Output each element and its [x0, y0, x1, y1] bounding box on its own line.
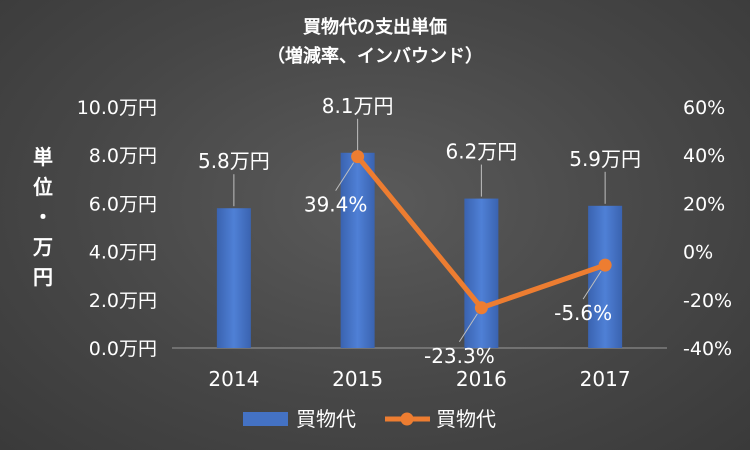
- bar: [340, 152, 375, 348]
- legend-bar-swatch: [243, 412, 288, 426]
- chart-subtitle: （増減率、インバウンド）: [267, 45, 483, 67]
- legend: 買物代 買物代: [243, 407, 496, 431]
- line-point: [598, 258, 612, 272]
- legend-line-label: 買物代: [436, 407, 496, 431]
- left-axis-tick-label: 6.0万円: [89, 193, 157, 215]
- left-axis-tick-label: 4.0万円: [89, 242, 157, 264]
- line-data-label: -5.6%: [554, 301, 612, 325]
- right-axis-tick-label: 0%: [683, 242, 713, 264]
- left-axis-tick-label: 10.0万円: [77, 97, 157, 119]
- left-axis-tick-label: 0.0万円: [89, 338, 157, 360]
- line-point: [474, 301, 488, 315]
- bar: [588, 205, 623, 348]
- y-axis-label-char: ・: [33, 205, 53, 229]
- y-axis-label-char: 円: [33, 265, 53, 289]
- line-data-label: 39.4%: [304, 193, 368, 217]
- y-axis-label: 単位・万円: [32, 145, 53, 289]
- bar: [216, 208, 251, 348]
- x-axis-tick-label: 2015: [332, 367, 383, 391]
- right-axis-tick-label: -20%: [683, 290, 732, 312]
- x-axis-tick-label: 2016: [456, 367, 507, 391]
- right-axis-tick-label: 20%: [683, 193, 725, 215]
- bar-data-label: 5.8万円: [198, 149, 270, 173]
- right-axis-tick-label: 40%: [683, 145, 725, 167]
- legend-bar-label: 買物代: [296, 407, 356, 431]
- bar-data-label: 6.2万円: [445, 140, 517, 164]
- left-axis-tick-label: 8.0万円: [89, 145, 157, 167]
- y-axis-label-char: 万: [32, 235, 53, 259]
- right-axis-tick-label: 60%: [683, 97, 725, 119]
- y-axis-label-char: 位: [33, 175, 53, 199]
- chart-title: 買物代の支出単価: [303, 16, 447, 38]
- bar: [464, 198, 499, 348]
- legend-line-marker: [400, 412, 414, 426]
- plot-area: 0.0万円 2.0万円 4.0万円 6.0万円 8.0万円 10.0万円 -40% -20% 0…: [77, 94, 732, 391]
- left-axis-tick-label: 2.0万円: [89, 290, 157, 312]
- line-label-leader: [582, 270, 602, 300]
- bar-data-label: 8.1万円: [322, 94, 394, 118]
- x-axis-tick-label: 2017: [580, 367, 631, 391]
- line-point: [351, 150, 365, 164]
- y-axis-label-char: 単: [33, 145, 53, 169]
- x-axis-tick-label: 2014: [208, 367, 259, 391]
- line-data-label: -23.3%: [424, 344, 495, 368]
- line-label-leader: [335, 162, 355, 191]
- right-axis-tick-label: -40%: [683, 338, 732, 360]
- line-label-leader: [458, 313, 478, 343]
- bar-data-label: 5.9万円: [569, 147, 641, 171]
